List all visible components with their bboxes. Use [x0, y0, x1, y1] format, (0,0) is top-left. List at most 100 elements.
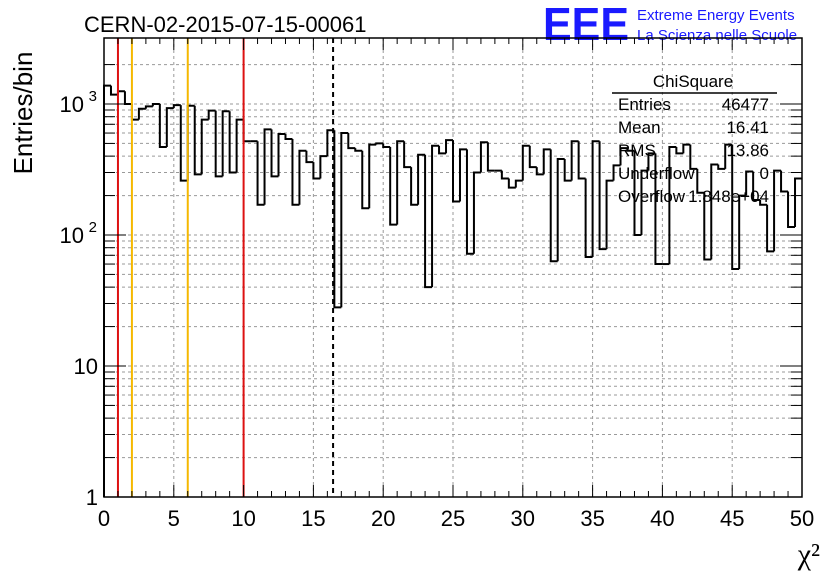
- histogram-bin: [312, 162, 321, 180]
- stats-label: RMS: [618, 141, 656, 160]
- histogram-bin: [361, 150, 370, 210]
- histogram-bin: [368, 143, 377, 209]
- histogram-bin: [389, 146, 398, 226]
- logo-subtitle-1: Extreme Energy Events: [637, 7, 795, 24]
- histogram-bin: [752, 171, 761, 202]
- histogram-bin: [382, 143, 391, 148]
- histogram-bin: [570, 140, 579, 181]
- histogram-bin: [221, 110, 230, 177]
- stats-title: ChiSquare: [653, 72, 733, 91]
- histogram-bin: [200, 118, 209, 175]
- histogram-bin: [228, 111, 237, 174]
- x-tick-label: 5: [168, 506, 180, 531]
- histogram-bin: [647, 152, 656, 171]
- x-tick-label: 0: [98, 506, 110, 531]
- stats-label: Mean: [618, 118, 661, 137]
- x-tick-label: 30: [511, 506, 535, 531]
- histogram-bin: [549, 149, 558, 263]
- histogram-bin: [263, 128, 272, 205]
- histogram-bin: [465, 149, 474, 255]
- histogram-bin: [507, 178, 516, 189]
- histogram-bin: [591, 140, 600, 257]
- x-tick-label: 50: [790, 506, 814, 531]
- histogram-bin: [298, 149, 307, 205]
- x-tick-label: 35: [580, 506, 604, 531]
- histogram-bin: [668, 145, 677, 265]
- histogram-bin: [270, 129, 279, 178]
- histogram-bin: [354, 148, 363, 152]
- histogram-bin: [577, 141, 586, 180]
- y-tick-label: 10: [60, 223, 84, 248]
- histogram-bin: [759, 200, 768, 206]
- logo-subtitle-2: La Scienza nelle Scuole: [637, 27, 797, 44]
- histogram-bin: [598, 141, 607, 251]
- histogram-bin: [633, 150, 642, 236]
- histogram-bin: [619, 147, 628, 166]
- histogram-bin: [452, 140, 460, 203]
- histogram-bin: [179, 105, 188, 182]
- histogram-bin: [291, 139, 300, 206]
- histogram-bin: [123, 91, 132, 105]
- stats-value: 13.86: [726, 141, 769, 160]
- histogram-bin: [340, 132, 349, 308]
- stats-label: Underflow: [618, 164, 695, 183]
- histogram-bin: [787, 191, 796, 229]
- histogram-bin: [305, 150, 314, 164]
- histogram-bin: [542, 148, 551, 175]
- y-axis-label: Entries/bin: [8, 52, 38, 175]
- stats-value: 1.848e+04: [688, 187, 769, 206]
- histogram-bin: [528, 145, 537, 169]
- histogram-bin: [731, 144, 740, 271]
- histogram-bin: [500, 170, 509, 180]
- histogram-bin: [766, 204, 775, 253]
- histogram-bin: [256, 141, 265, 206]
- histogram-bin: [438, 145, 447, 155]
- histogram-bin: [472, 171, 481, 254]
- histogram-bin: [703, 192, 712, 261]
- histogram-bin: [165, 107, 174, 147]
- chart-title: CERN-02-2015-07-15-00061: [84, 12, 367, 37]
- x-tick-label: 45: [720, 506, 744, 531]
- histogram-bin: [193, 105, 202, 176]
- histogram-bin: [207, 109, 216, 120]
- histogram-bin: [682, 143, 691, 154]
- histogram-bin: [605, 179, 614, 250]
- stats-value: 16.41: [726, 118, 769, 137]
- histogram-bin: [640, 169, 649, 235]
- histogram-bin: [710, 163, 719, 260]
- histogram-bin: [794, 177, 802, 228]
- histogram-bin: [235, 118, 244, 173]
- histogram-bin: [403, 141, 412, 169]
- y-tick-label: 10: [60, 92, 84, 117]
- histogram-bin: [780, 170, 789, 193]
- histogram-bin: [151, 103, 160, 107]
- histogram-bin: [445, 139, 453, 154]
- histogram-bin: [717, 164, 726, 170]
- histogram-bin: [319, 155, 328, 179]
- y-tick-exponent: 3: [89, 88, 97, 105]
- x-tick-label: 15: [301, 506, 325, 531]
- histogram-bin: [109, 85, 118, 96]
- x-axis-label: χ²: [797, 538, 820, 571]
- histogram-bin: [158, 104, 167, 148]
- histogram-bin: [738, 194, 747, 270]
- histogram-bin: [479, 141, 488, 173]
- x-tick-label: 40: [650, 506, 674, 531]
- eee-logo: EEE: [543, 0, 629, 50]
- histogram-bin: [424, 154, 433, 289]
- histogram-bin: [326, 129, 335, 157]
- histogram-bin: [103, 84, 111, 497]
- histogram-bin: [130, 104, 139, 121]
- histogram-bin: [675, 146, 684, 155]
- stats-box: ChiSquare Entries 46477 Mean 16.41 RMS 13.86 Un…: [612, 72, 777, 206]
- histogram-bin: [514, 179, 523, 188]
- histogram-bin: [214, 110, 223, 178]
- histogram-bin: [626, 148, 635, 152]
- histogram-bin: [417, 153, 426, 205]
- histogram-bin: [612, 164, 621, 181]
- histogram-bin: [277, 133, 286, 177]
- stats-label: Entries: [618, 95, 671, 114]
- histogram-bin: [410, 167, 419, 206]
- histogram-bin: [521, 144, 530, 181]
- histogram-bin: [486, 142, 495, 172]
